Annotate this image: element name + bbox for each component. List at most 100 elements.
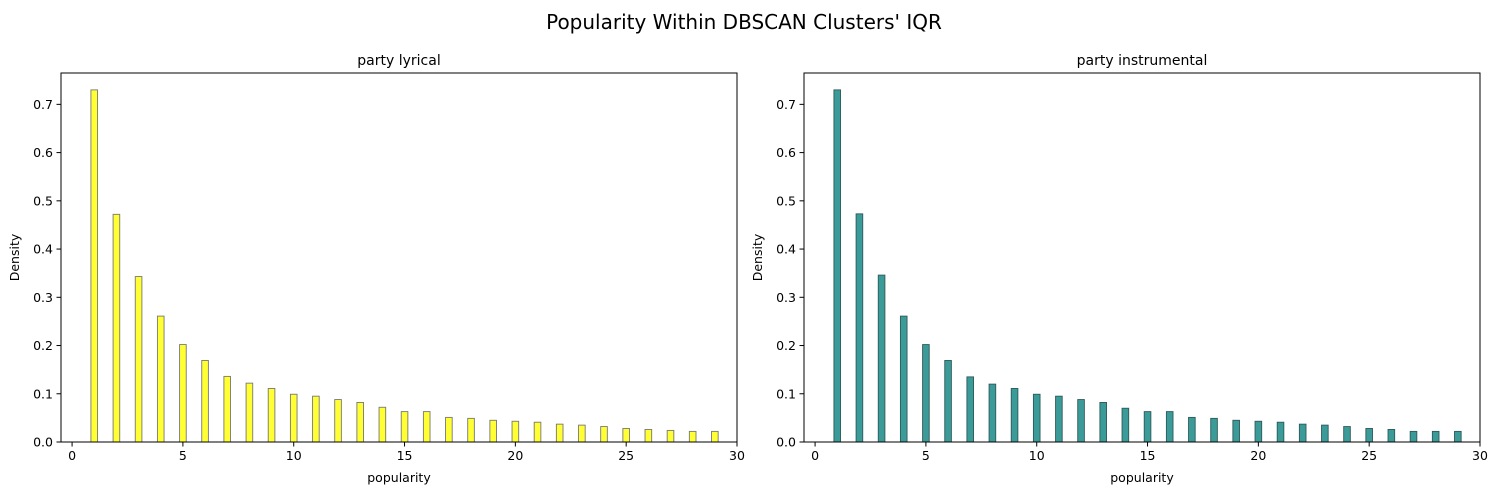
bar <box>134 276 143 443</box>
bar <box>1321 424 1329 443</box>
bar <box>1276 421 1285 443</box>
bar <box>899 315 908 443</box>
bar <box>711 430 719 443</box>
y-tick-label: 0.3 <box>33 290 53 305</box>
y-tick-label: 0.4 <box>776 242 796 257</box>
bar <box>223 375 231 443</box>
y-tick-label: 0.5 <box>33 193 53 208</box>
bar <box>1210 417 1218 443</box>
bar <box>1055 395 1063 443</box>
bar <box>877 274 886 443</box>
bar <box>533 421 542 443</box>
bar <box>966 376 975 443</box>
bar <box>1409 430 1418 443</box>
bar <box>1365 428 1373 443</box>
subplot-1: 0 5 10 15 20 25 30 0.0 0.1 0.2 0.3 0.4 0.5 0.6 0.7 part… <box>7 53 745 485</box>
figure-suptitle: Popularity Within DBSCAN Clusters' IQR <box>546 10 942 34</box>
bar <box>666 429 675 443</box>
x-ticks: 0 5 10 15 20 25 30 <box>811 442 1488 463</box>
bar <box>688 430 697 443</box>
y-tick-label: 0.1 <box>776 386 796 401</box>
x-tick-label: 10 <box>1029 448 1045 463</box>
bar <box>833 89 842 443</box>
bar <box>334 399 342 443</box>
x-axis-label: popularity <box>367 470 431 485</box>
bar <box>400 411 409 443</box>
bar <box>1431 430 1440 443</box>
subplots: 0 5 10 15 20 25 30 0.0 0.1 0.2 0.3 0.4 0.5 0.6 0.7 part… <box>7 53 1488 485</box>
subplot-title: party instrumental <box>1077 53 1208 69</box>
bar <box>378 406 387 443</box>
bar <box>1454 430 1462 443</box>
x-ticks: 0 5 10 15 20 25 30 <box>68 442 745 463</box>
bar <box>1077 399 1085 443</box>
bars <box>90 89 719 443</box>
axes-frame <box>803 72 1481 443</box>
bar <box>988 383 997 443</box>
bar <box>511 420 520 443</box>
y-tick-label: 0.0 <box>33 435 53 450</box>
bar <box>489 419 497 443</box>
subplot-2: 0 5 10 15 20 25 30 0.0 0.1 0.2 0.3 0.4 0.5 0.6 0.7 part… <box>750 53 1488 485</box>
x-tick-label: 0 <box>811 448 819 463</box>
subplot-title: party lyrical <box>357 53 440 69</box>
bar <box>1032 393 1041 443</box>
bar <box>555 423 564 443</box>
bar <box>1298 423 1307 443</box>
x-axis-label: popularity <box>1110 470 1174 485</box>
axes-frame <box>60 72 738 443</box>
y-tick-label: 0.4 <box>33 242 53 257</box>
bar <box>179 344 187 443</box>
bar <box>1188 416 1196 443</box>
bar <box>1232 419 1240 443</box>
y-tick-label: 0.0 <box>776 435 796 450</box>
x-tick-label: 0 <box>68 448 76 463</box>
x-tick-label: 20 <box>1250 448 1266 463</box>
y-tick-label: 0.5 <box>776 193 796 208</box>
y-ticks: 0.0 0.1 0.2 0.3 0.4 0.5 0.6 0.7 <box>776 97 804 450</box>
y-tick-label: 0.2 <box>776 338 796 353</box>
y-tick-label: 0.7 <box>33 97 53 112</box>
bar <box>1165 411 1174 443</box>
bar <box>245 382 254 443</box>
bar <box>422 411 431 443</box>
bar <box>1387 429 1396 443</box>
bar <box>267 388 276 443</box>
bar <box>289 393 298 443</box>
bar <box>90 89 99 443</box>
x-tick-label: 20 <box>507 448 523 463</box>
x-tick-label: 5 <box>179 448 187 463</box>
x-tick-label: 5 <box>922 448 930 463</box>
y-tick-label: 0.1 <box>33 386 53 401</box>
bar <box>578 424 586 443</box>
y-axis-label: Density <box>750 233 765 281</box>
y-tick-label: 0.6 <box>33 145 53 160</box>
x-tick-label: 10 <box>286 448 302 463</box>
x-tick-label: 15 <box>397 448 413 463</box>
x-tick-label: 30 <box>729 448 745 463</box>
x-tick-label: 15 <box>1140 448 1156 463</box>
y-tick-label: 0.6 <box>776 145 796 160</box>
bar <box>201 360 209 443</box>
bar <box>445 416 453 443</box>
bar <box>356 402 364 443</box>
bar <box>1254 420 1263 443</box>
bar <box>1143 411 1152 443</box>
x-tick-label: 30 <box>1472 448 1488 463</box>
bar <box>112 213 121 443</box>
x-tick-label: 25 <box>618 448 634 463</box>
bar <box>156 315 165 443</box>
y-ticks: 0.0 0.1 0.2 0.3 0.4 0.5 0.6 0.7 <box>33 97 61 450</box>
bar <box>944 360 952 443</box>
bar <box>644 429 653 443</box>
bar <box>1121 407 1130 443</box>
y-tick-label: 0.2 <box>33 338 53 353</box>
bars <box>833 89 1462 443</box>
bar <box>922 344 930 443</box>
bar <box>622 428 630 443</box>
bar <box>1099 402 1107 443</box>
bar <box>600 426 608 443</box>
bar <box>467 417 475 443</box>
